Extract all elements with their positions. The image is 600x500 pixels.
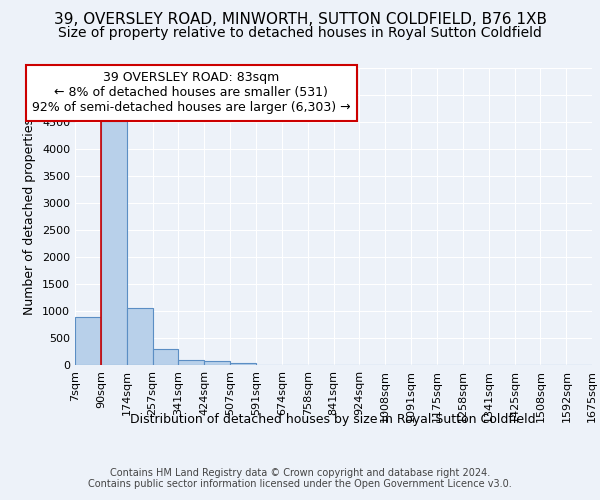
Text: 39, OVERSLEY ROAD, MINWORTH, SUTTON COLDFIELD, B76 1XB: 39, OVERSLEY ROAD, MINWORTH, SUTTON COLD… xyxy=(53,12,547,28)
Text: Size of property relative to detached houses in Royal Sutton Coldfield: Size of property relative to detached ho… xyxy=(58,26,542,40)
Bar xyxy=(204,360,230,365)
Text: Contains HM Land Registry data © Crown copyright and database right 2024.: Contains HM Land Registry data © Crown c… xyxy=(110,468,490,477)
Bar xyxy=(127,308,152,365)
Text: Contains public sector information licensed under the Open Government Licence v3: Contains public sector information licen… xyxy=(88,479,512,489)
Bar xyxy=(178,360,204,365)
Bar xyxy=(152,350,178,365)
Bar xyxy=(101,118,127,365)
Text: Distribution of detached houses by size in Royal Sutton Coldfield: Distribution of detached houses by size … xyxy=(130,412,536,426)
Bar xyxy=(75,318,101,365)
Bar xyxy=(230,363,256,365)
Y-axis label: Number of detached properties: Number of detached properties xyxy=(23,118,37,315)
Text: 39 OVERSLEY ROAD: 83sqm
← 8% of detached houses are smaller (531)
92% of semi-de: 39 OVERSLEY ROAD: 83sqm ← 8% of detached… xyxy=(32,72,350,114)
